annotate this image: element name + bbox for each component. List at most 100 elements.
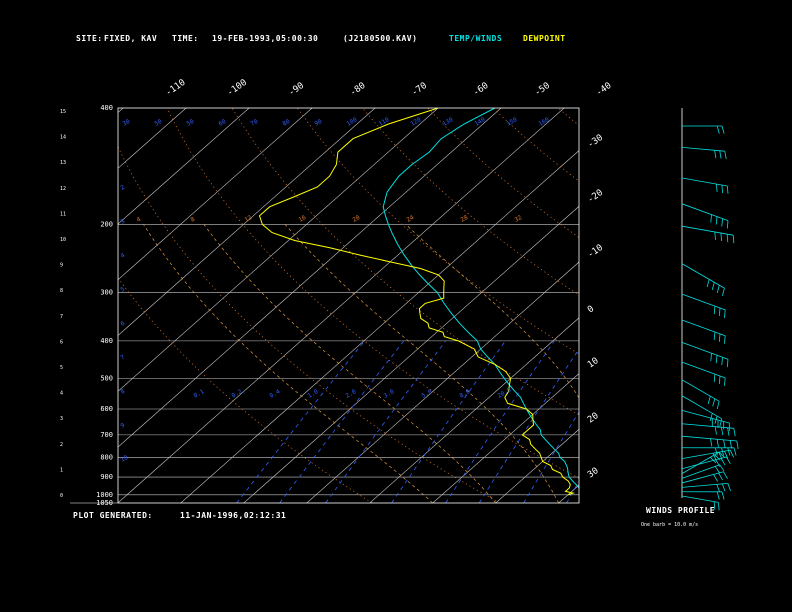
- wind-barb-flag: [719, 464, 725, 472]
- dry-adiabat: [166, 108, 579, 479]
- theta-mid-label: 9: [120, 422, 127, 430]
- isotherm-line: [118, 108, 565, 503]
- pressure-label: 400: [100, 337, 113, 345]
- wind-barb: [681, 451, 720, 474]
- wind-barb-flag: [721, 218, 723, 227]
- wind-barb-flag: [724, 450, 729, 459]
- wind-barb: [681, 395, 723, 420]
- wind-barb-flag: [707, 395, 711, 405]
- wind-barb: [681, 495, 719, 503]
- wind-barb-flag: [721, 483, 726, 492]
- wind-barb-flag: [714, 150, 717, 159]
- time-value: 19-FEB-1993,05:00:30: [212, 34, 319, 43]
- theta-label: 70: [250, 118, 260, 128]
- wind-barb-flag: [716, 491, 720, 500]
- wind-barb-flag: [721, 357, 723, 366]
- theta-label: 30: [122, 118, 132, 128]
- wind-barb-flag: [721, 125, 725, 134]
- pressure-label: 1000: [96, 491, 113, 499]
- dewpoint-trace: [258, 108, 575, 496]
- theta-label: 160: [538, 116, 551, 128]
- altitude-label: 3: [60, 416, 63, 422]
- wind-barb: [681, 225, 734, 236]
- theta-label: 150: [506, 116, 519, 128]
- right-temperature-label: -20: [586, 188, 605, 206]
- wind-barb: [681, 456, 727, 470]
- wind-barb-flag: [714, 231, 716, 240]
- moist-adiabat: [203, 224, 496, 503]
- wind-barb: [681, 471, 724, 484]
- altitude-label: 2: [60, 442, 63, 448]
- dry-adiabat: [118, 277, 373, 503]
- altitude-label: 10: [60, 237, 66, 243]
- theta-band-label: 12: [244, 214, 254, 224]
- altitude-label: 9: [60, 263, 63, 269]
- wind-barb-flag: [713, 331, 716, 340]
- wind-barb-flag: [713, 374, 716, 383]
- temperature-trace: [382, 108, 579, 489]
- wind-barb-flag: [716, 125, 720, 134]
- wind-barb-flag: [712, 452, 717, 461]
- theta-mid-label: 7: [120, 354, 127, 362]
- wind-barb: [681, 319, 726, 337]
- wind-barb: [681, 293, 726, 311]
- theta-mid-label: 4: [120, 252, 127, 260]
- isotherm-line: [558, 484, 579, 503]
- wind-barb-flag: [719, 150, 722, 159]
- wind-barb-flag: [727, 447, 731, 456]
- wind-barb-flag: [723, 471, 728, 479]
- wind-barb-flag: [716, 285, 720, 294]
- mixing-ratio-line: [325, 340, 447, 503]
- right-temperature-label: -10: [586, 243, 605, 261]
- wind-barb-flag: [721, 447, 724, 456]
- dry-adiabat: [492, 108, 579, 182]
- altitude-label: 8: [60, 288, 63, 294]
- pressure-label: 400: [100, 104, 113, 112]
- wind-barb-flag: [726, 456, 731, 465]
- theta-label: 90: [314, 118, 324, 128]
- wind-barb-flag: [733, 447, 737, 456]
- mixing-ratio-line: [523, 411, 579, 503]
- site-label: SITE:: [76, 34, 103, 43]
- file-id: (J2180500.KAV): [343, 34, 418, 43]
- theta-mid-label: 10: [120, 454, 130, 464]
- top-temperature-label: -40: [594, 81, 613, 99]
- wind-barb-flag: [714, 454, 721, 461]
- wind-barb-flag: [729, 440, 732, 449]
- top-temperature-label: -110: [164, 78, 188, 99]
- altitude-label: 1: [60, 467, 63, 473]
- theta-label: 140: [474, 116, 487, 128]
- altitude-label: 6: [60, 339, 63, 345]
- altitude-label: 12: [60, 186, 66, 192]
- wind-barb-flag: [706, 279, 710, 288]
- isotherm-line: [180, 150, 579, 503]
- wind-barb-flag: [718, 333, 721, 342]
- legend-dewpoint: DEWPOINT: [523, 34, 566, 43]
- wind-barb-flag: [709, 413, 713, 422]
- winds-profile-title: WINDS PROFILE: [646, 506, 716, 515]
- theta-label: 130: [442, 116, 455, 128]
- theta-label: 50: [154, 118, 164, 128]
- dry-adiabat: [118, 145, 500, 503]
- theta-label: 100: [346, 116, 359, 128]
- wind-barb-flag: [718, 502, 720, 511]
- top-temperature-label: -100: [225, 78, 249, 99]
- theta-band-label: 20: [352, 214, 362, 224]
- wind-barb-flag: [713, 306, 716, 315]
- wind-barb-flag: [710, 438, 713, 447]
- wind-barb-flag: [732, 235, 735, 244]
- mixing-ratio-label: 0.4: [269, 388, 282, 400]
- isotherm-line: [306, 261, 579, 503]
- dry-adiabat: [231, 108, 579, 416]
- pressure-label: 200: [100, 220, 113, 228]
- theta-band-label: 32: [514, 214, 524, 224]
- wind-barb-flag: [716, 484, 720, 493]
- right-temperature-label: 10: [586, 356, 601, 370]
- wind-barb-flag: [726, 234, 729, 243]
- wind-barb-flag: [716, 439, 719, 448]
- wind-barb-flag: [724, 335, 726, 344]
- wind-barb-flag: [710, 353, 712, 362]
- wind-barb-flag: [715, 355, 718, 364]
- wind-barb-flag: [712, 398, 716, 407]
- wind-barb-flag: [716, 183, 718, 193]
